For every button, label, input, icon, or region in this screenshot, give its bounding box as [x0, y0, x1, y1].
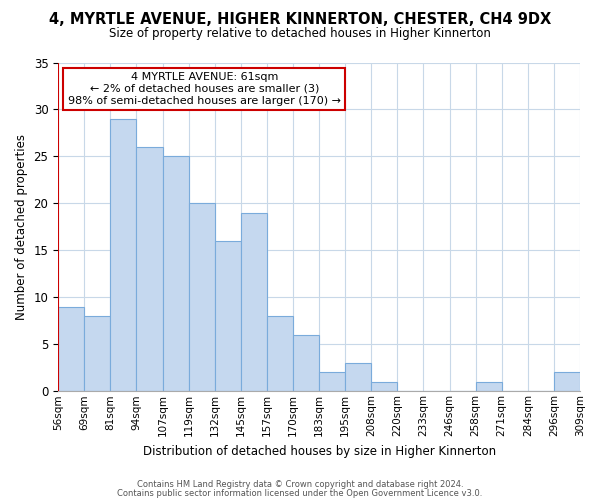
Bar: [293, 335, 319, 392]
Text: Contains HM Land Registry data © Crown copyright and database right 2024.: Contains HM Land Registry data © Crown c…: [137, 480, 463, 489]
Bar: [554, 372, 580, 392]
Bar: [371, 382, 397, 392]
X-axis label: Distribution of detached houses by size in Higher Kinnerton: Distribution of detached houses by size …: [143, 444, 496, 458]
Bar: [319, 372, 345, 392]
Text: 4, MYRTLE AVENUE, HIGHER KINNERTON, CHESTER, CH4 9DX: 4, MYRTLE AVENUE, HIGHER KINNERTON, CHES…: [49, 12, 551, 28]
Bar: [84, 316, 110, 392]
Text: Size of property relative to detached houses in Higher Kinnerton: Size of property relative to detached ho…: [109, 28, 491, 40]
Text: Contains public sector information licensed under the Open Government Licence v3: Contains public sector information licen…: [118, 488, 482, 498]
Bar: [267, 316, 293, 392]
Bar: [241, 213, 267, 392]
Bar: [215, 241, 241, 392]
Bar: [188, 204, 215, 392]
Bar: [136, 147, 163, 392]
Bar: [163, 156, 188, 392]
Bar: [345, 363, 371, 392]
Y-axis label: Number of detached properties: Number of detached properties: [15, 134, 28, 320]
Bar: [58, 306, 84, 392]
Bar: [476, 382, 502, 392]
Text: 4 MYRTLE AVENUE: 61sqm
← 2% of detached houses are smaller (3)
98% of semi-detac: 4 MYRTLE AVENUE: 61sqm ← 2% of detached …: [68, 72, 341, 106]
Bar: [110, 119, 136, 392]
